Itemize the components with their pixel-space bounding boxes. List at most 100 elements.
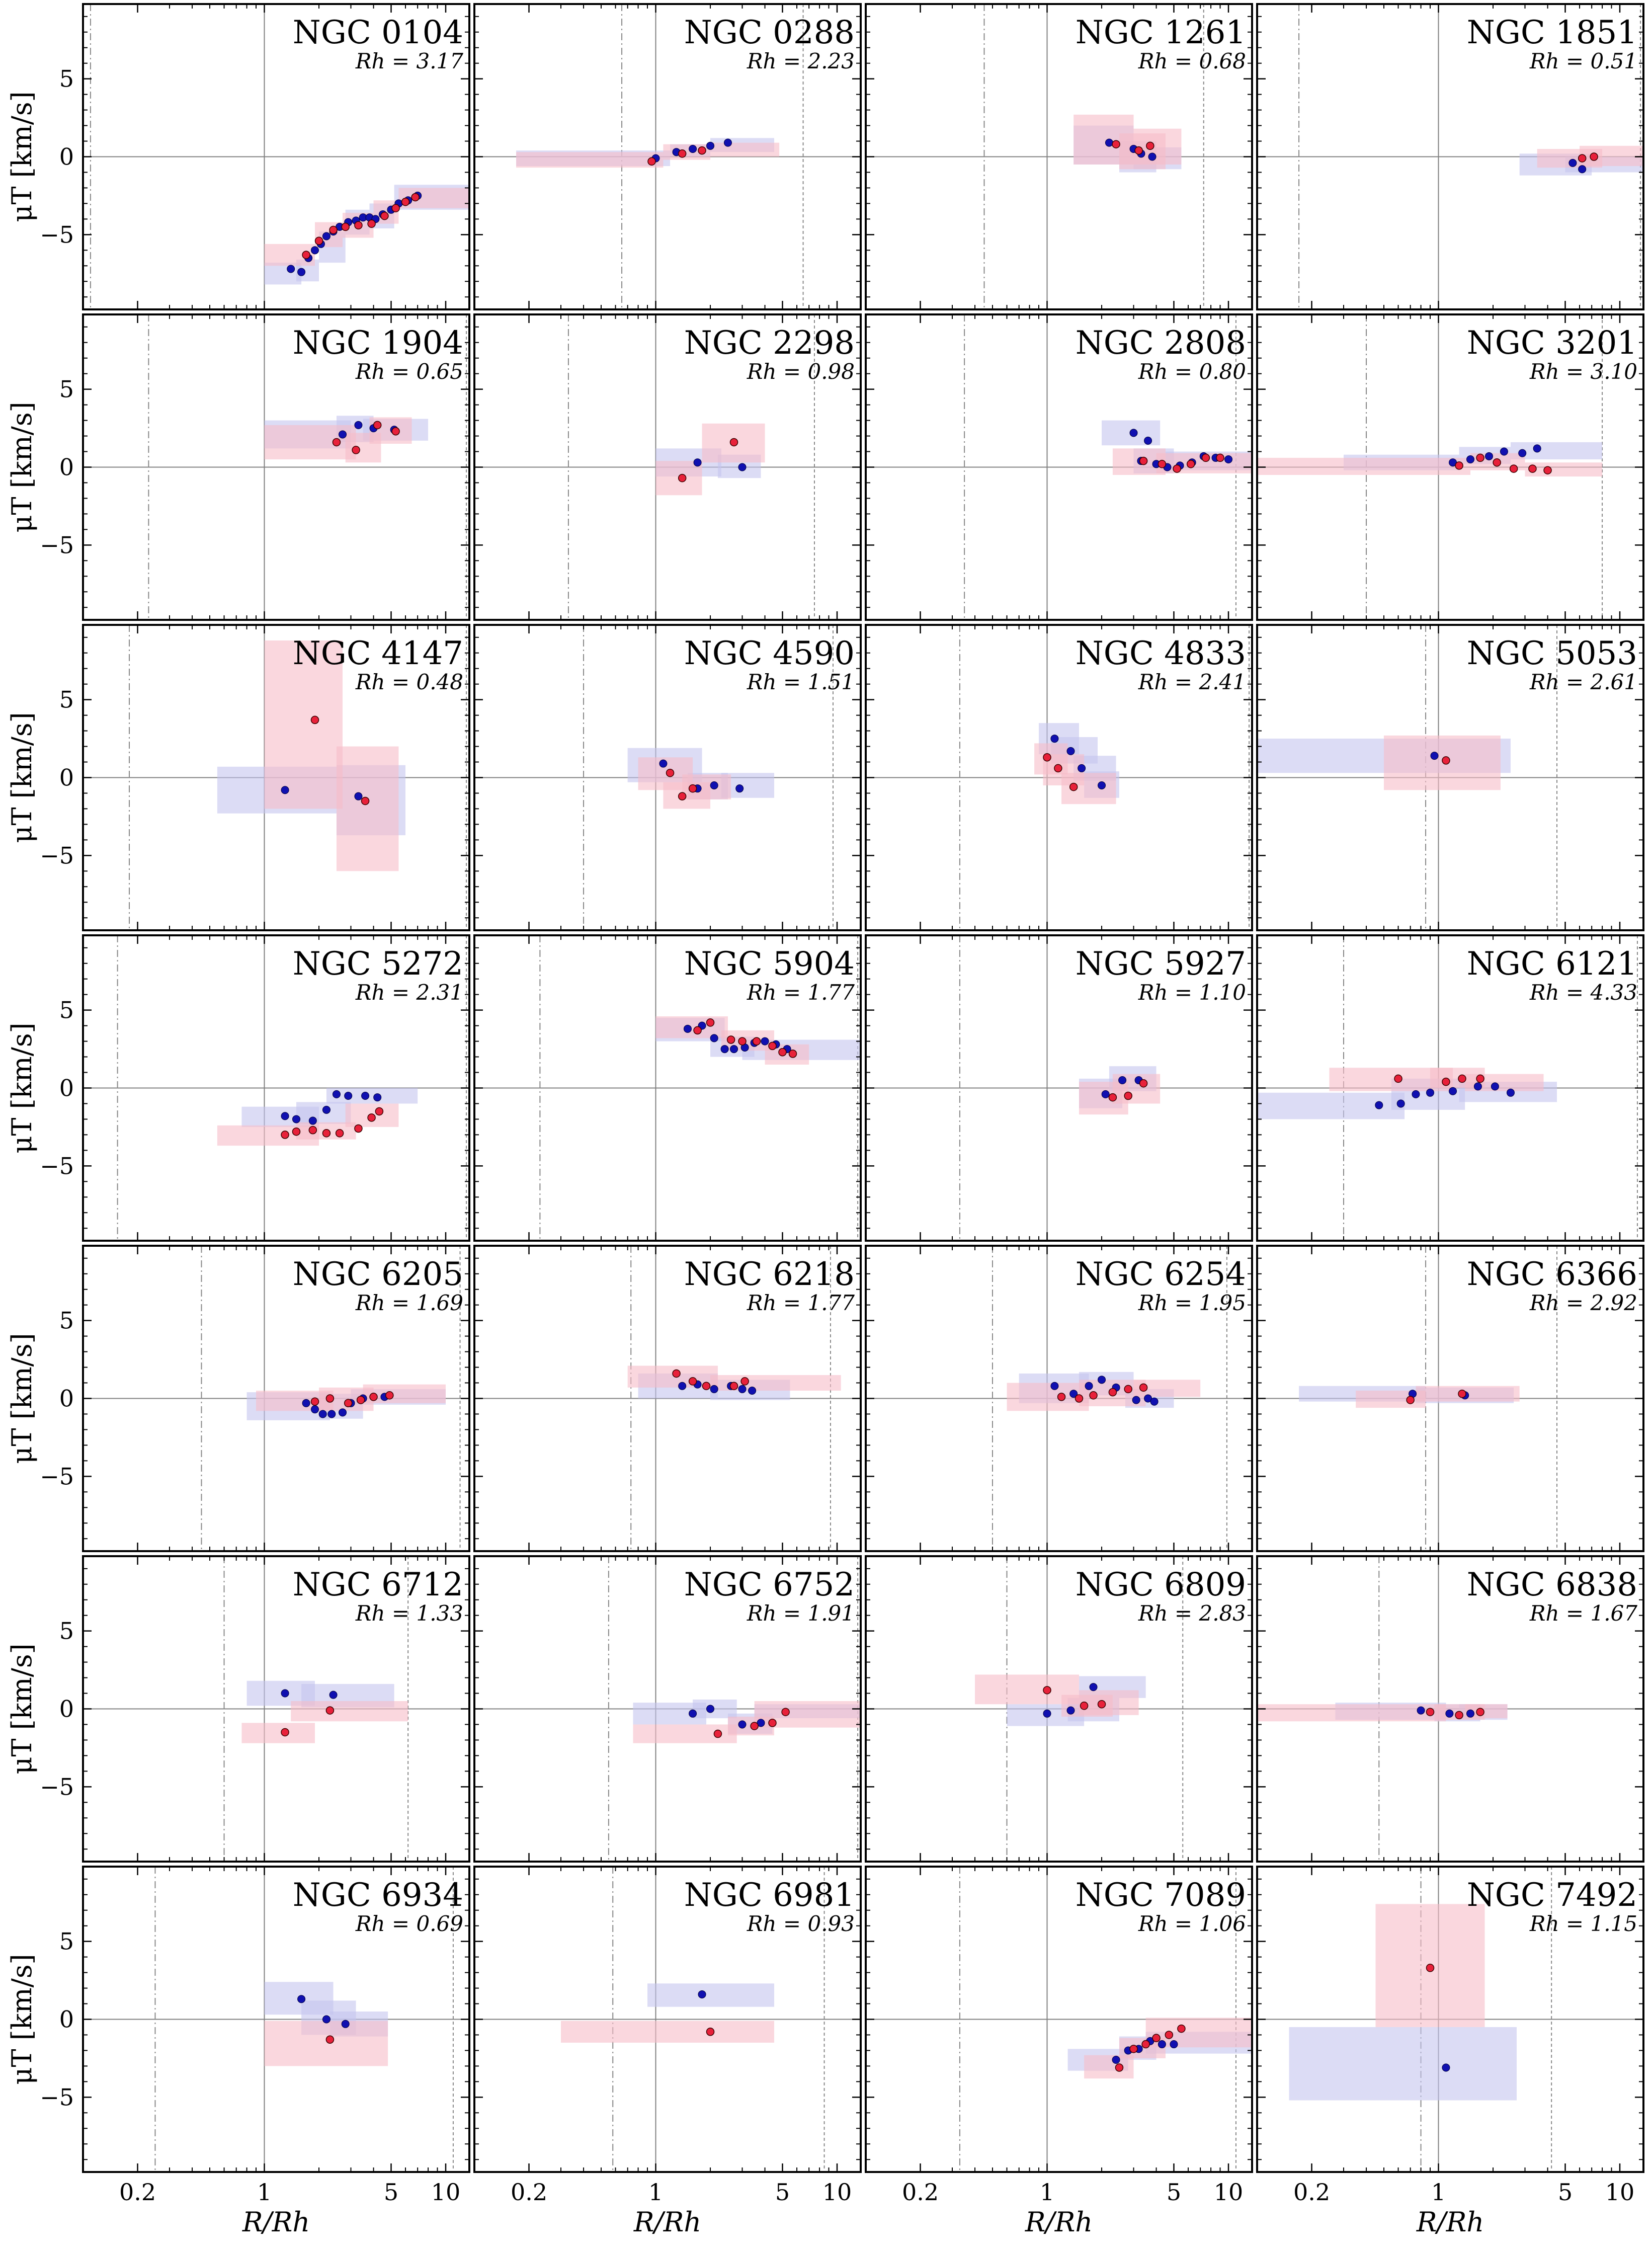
red-point (1406, 1396, 1415, 1404)
blue-range-box (1510, 442, 1603, 460)
plot-area (866, 1556, 1252, 1862)
blue-point (1098, 1376, 1106, 1384)
plot-area (83, 1867, 469, 2172)
red-point (1493, 458, 1501, 467)
cluster-name: NGC 0104 (293, 14, 463, 51)
rh-label: Rh = 1.91 (747, 1601, 855, 1626)
red-range-box (516, 152, 664, 168)
red-point (1543, 466, 1552, 474)
blue-point (344, 1091, 353, 1100)
plot-area (1257, 1867, 1643, 2172)
plot-area (1257, 935, 1643, 1241)
blue-point (1430, 752, 1439, 760)
blue-point (693, 458, 702, 467)
red-point (341, 222, 350, 231)
red-point (788, 1050, 797, 1058)
blue-point (1412, 1090, 1420, 1098)
red-point (1139, 456, 1148, 465)
y-tick-label: −5 (40, 221, 74, 248)
red-point (314, 236, 323, 245)
cluster-name: NGC 6218 (684, 1256, 855, 1293)
cluster-name: NGC 6712 (293, 1566, 463, 1603)
red-point (1129, 2045, 1138, 2053)
rh-label: Rh = 0.68 (1138, 49, 1246, 73)
rh-label: Rh = 2.83 (1138, 1601, 1246, 1626)
cluster-name: NGC 5927 (1076, 945, 1246, 983)
blue-point (710, 1385, 718, 1393)
cluster-name: NGC 6366 (1467, 1256, 1637, 1293)
blue-point (1132, 1396, 1140, 1404)
y-tick-label: −5 (40, 1152, 74, 1179)
y-tick-label: 5 (59, 1307, 74, 1334)
blue-point (689, 1709, 697, 1718)
blue-point (1150, 1397, 1159, 1406)
plot-area (83, 1246, 469, 1551)
x-axis-label: R/Rh (242, 2206, 310, 2238)
red-point (702, 1382, 711, 1390)
blue-range-box (264, 263, 302, 285)
cluster-name: NGC 6981 (684, 1877, 855, 1914)
red-point (352, 446, 360, 454)
red-point (1097, 1700, 1106, 1709)
red-point (726, 1035, 735, 1044)
red-point (738, 1037, 747, 1045)
plot-area (474, 935, 861, 1241)
red-point (1124, 1091, 1132, 1100)
red-range-box (241, 1723, 315, 1743)
cluster-name: NGC 6205 (293, 1256, 463, 1293)
red-point (361, 796, 370, 806)
red-range-box (291, 1701, 408, 1722)
cluster-name: NGC 1851 (1467, 14, 1637, 51)
blue-point (322, 2015, 331, 2024)
blue-point (339, 430, 347, 439)
red-point (1152, 2034, 1161, 2042)
red-point (713, 1729, 722, 1738)
rh-label: Rh = 0.48 (355, 670, 463, 694)
plot-area (474, 4, 861, 309)
blue-point (706, 141, 715, 150)
blue-point (1473, 1082, 1482, 1091)
cluster-name: NGC 4833 (1076, 635, 1246, 672)
rh-label: Rh = 2.31 (355, 980, 463, 1005)
rh-label: Rh = 1.06 (1138, 1911, 1246, 1936)
x-tick-label: 5 (1167, 2179, 1181, 2206)
blue-point (698, 1990, 706, 1998)
plot-area (83, 625, 469, 930)
rh-label: Rh = 1.77 (747, 980, 855, 1005)
blue-point (287, 265, 295, 273)
red-point (356, 1396, 365, 1404)
red-range-box (1257, 457, 1470, 475)
blue-point (1224, 455, 1233, 464)
plot-area (1257, 1556, 1643, 1862)
cluster-name: NGC 1261 (1076, 14, 1246, 51)
y-axis-label: μT [km/s] (6, 1022, 38, 1153)
blue-point (308, 1116, 317, 1125)
blue-point (1445, 1709, 1454, 1718)
plot-area (1257, 1246, 1643, 1551)
blue-point (683, 1024, 692, 1033)
blue-point (720, 1045, 729, 1054)
blue-point (1089, 1683, 1098, 1692)
plot-area (474, 314, 861, 620)
red-point (375, 1107, 384, 1116)
plot-area (83, 4, 469, 309)
red-point (308, 1125, 317, 1135)
blue-point (1129, 429, 1138, 437)
plot-area (474, 1556, 861, 1862)
x-tick-label: 0.2 (511, 2179, 547, 2206)
red-range-box (1257, 1704, 1446, 1722)
blue-point (706, 1705, 715, 1713)
red-point (310, 1397, 319, 1406)
rh-label: Rh = 2.23 (747, 49, 855, 73)
rh-label: Rh = 3.17 (355, 49, 463, 73)
red-point (367, 219, 376, 228)
cluster-name: NGC 6121 (1467, 945, 1637, 983)
blue-point (735, 784, 744, 793)
cluster-name: NGC 6934 (293, 1877, 463, 1914)
red-point (329, 225, 338, 234)
x-tick-label: 10 (1214, 2179, 1244, 2206)
